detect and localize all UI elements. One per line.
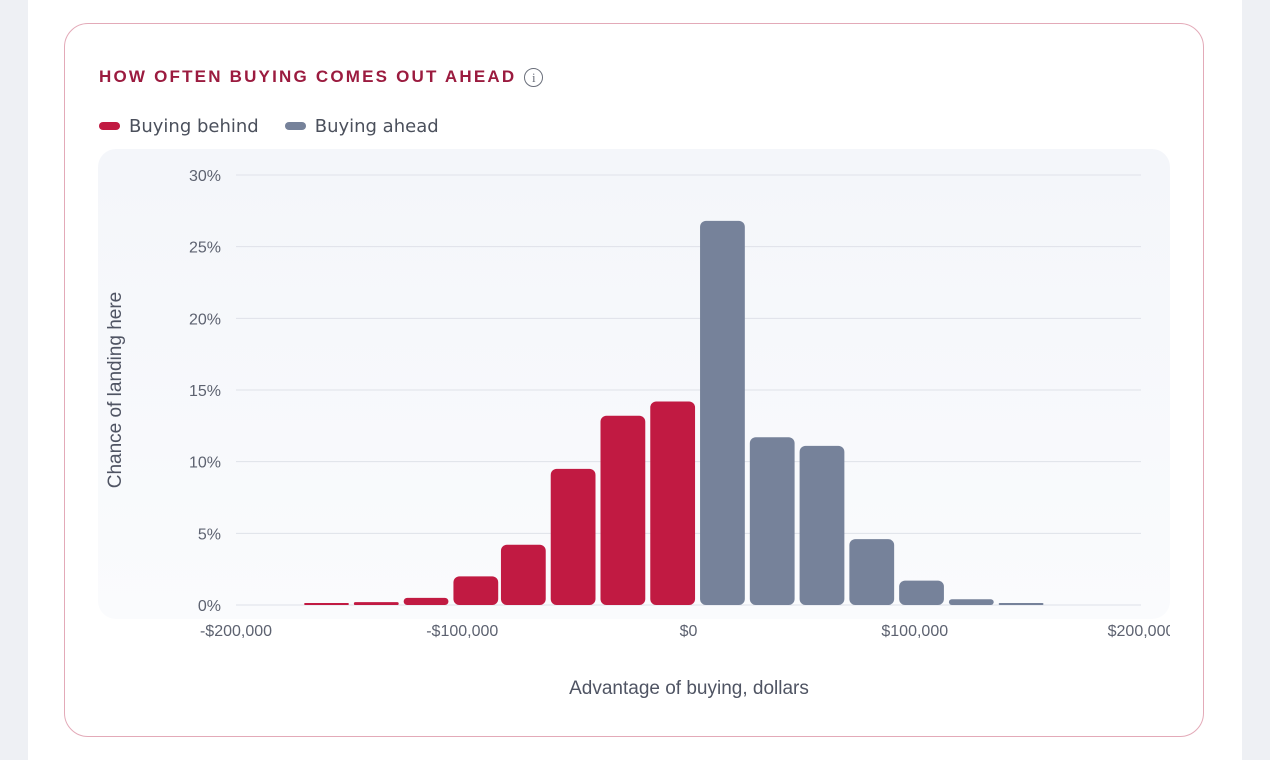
- bar-buying-ahead[interactable]: [849, 539, 895, 605]
- y-tick-label: 25%: [189, 240, 221, 257]
- x-tick-label: $200,000: [1108, 623, 1175, 640]
- bar-buying-behind[interactable]: [600, 415, 646, 605]
- legend-swatch-buying-ahead: [284, 122, 306, 130]
- bar-buying-behind[interactable]: [550, 468, 596, 605]
- x-tick-label: $100,000: [881, 623, 948, 640]
- info-icon[interactable]: i: [524, 67, 544, 87]
- y-tick-label: 20%: [189, 311, 221, 328]
- y-tick-label: 30%: [189, 168, 221, 185]
- card-header: HOW OFTEN BUYING COMES OUT AHEAD i: [99, 64, 544, 90]
- legend-label-buying-behind: Buying behind: [129, 115, 259, 137]
- bar-buying-behind[interactable]: [353, 602, 399, 605]
- bar-buying-ahead[interactable]: [899, 580, 944, 605]
- y-tick-label: 15%: [189, 383, 221, 400]
- x-tick-label: -$200,000: [200, 623, 272, 640]
- x-tick-label: -$100,000: [426, 623, 498, 640]
- bar-buying-behind[interactable]: [403, 597, 449, 605]
- x-tick-label: $0: [680, 623, 698, 640]
- y-tick-label: 5%: [198, 526, 221, 543]
- bar-buying-behind[interactable]: [453, 576, 499, 605]
- y-tick-label: 0%: [198, 598, 221, 615]
- card-title: HOW OFTEN BUYING COMES OUT AHEAD: [99, 67, 517, 86]
- bar-buying-ahead[interactable]: [948, 599, 994, 605]
- legend-label-buying-ahead: Buying ahead: [314, 115, 439, 137]
- bar-buying-ahead[interactable]: [998, 603, 1044, 605]
- y-tick-label: 10%: [189, 455, 221, 472]
- x-axis-label: Advantage of buying, dollars: [569, 678, 809, 699]
- legend-item-buying-ahead[interactable]: Buying ahead: [284, 115, 439, 137]
- legend-item-buying-behind[interactable]: Buying behind: [99, 116, 259, 137]
- bar-buying-behind[interactable]: [304, 603, 349, 605]
- x-axis-ticks: -$200,000 -$100,000 $0 $100,000 $200,000: [200, 623, 1175, 640]
- bar-buying-behind[interactable]: [500, 544, 546, 605]
- bar-buying-ahead[interactable]: [799, 445, 845, 605]
- bar-buying-ahead[interactable]: [700, 220, 745, 605]
- y-axis-ticks: 0% 5% 10% 15% 20% 25% 30%: [189, 168, 221, 615]
- legend-swatch-buying-behind: [99, 122, 120, 130]
- y-axis-label: Chance of landing here: [105, 292, 126, 488]
- bar-buying-ahead[interactable]: [749, 437, 795, 605]
- bars: [304, 220, 1044, 605]
- chart-legend: Buying behind Buying ahead: [99, 114, 439, 138]
- bar-buying-behind[interactable]: [650, 401, 696, 605]
